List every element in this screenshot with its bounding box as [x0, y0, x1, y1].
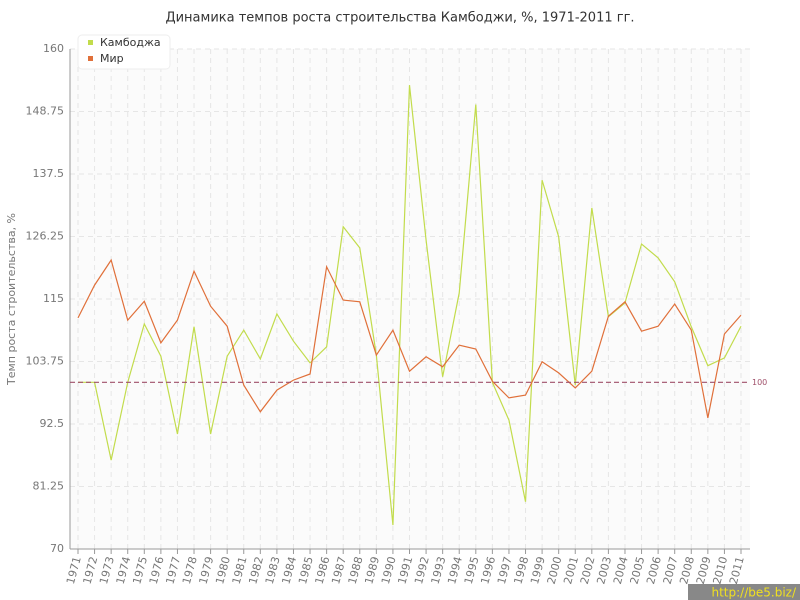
legend-swatch	[88, 40, 93, 45]
legend-swatch	[88, 56, 93, 61]
series-line	[77, 258, 742, 419]
chart-title: Динамика темпов роста строительства Камб…	[165, 11, 634, 26]
legend-box	[77, 34, 171, 70]
y-tick-label: 148.75	[26, 105, 65, 118]
watermark: http://be5.biz/	[711, 586, 796, 600]
y-axis-label: Темп роста строительства, %	[5, 213, 18, 386]
legend-label: Мир	[100, 52, 124, 65]
y-tick-label: 103.75	[26, 355, 65, 368]
y-tick-label: 137.5	[33, 167, 65, 180]
watermark-bg	[688, 584, 800, 600]
y-tick-label: 115	[43, 292, 64, 305]
reference-label: 100	[752, 378, 767, 387]
y-tick-label: 92.5	[40, 417, 65, 430]
y-tick-label: 160	[43, 42, 64, 55]
legend: Камбоджа Мир	[77, 34, 171, 70]
legend-label: Камбоджа	[100, 36, 161, 49]
y-tick-label: 81.25	[33, 480, 65, 493]
y-tick-label: 70	[50, 542, 64, 555]
series-line	[78, 85, 742, 526]
y-tick-label: 126.25	[26, 230, 65, 243]
